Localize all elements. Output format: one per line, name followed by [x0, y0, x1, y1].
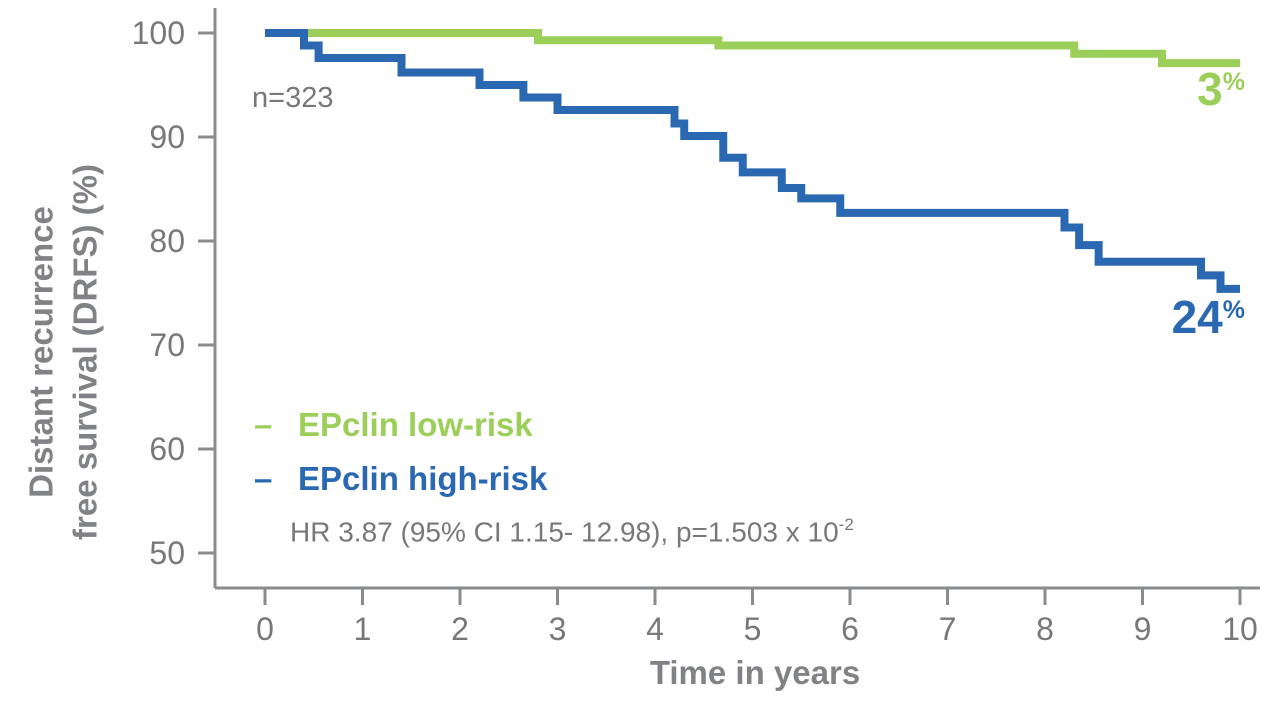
low-risk-endpoint-value: 3	[1197, 63, 1223, 115]
x-tick-label: 2	[451, 611, 469, 647]
x-tick-label: 5	[744, 611, 762, 647]
y-tick-label: 100	[132, 15, 185, 51]
x-tick-label: 9	[1134, 611, 1152, 647]
survival-curve-high-risk	[265, 29, 1240, 293]
survival-curve-low-risk	[265, 29, 1240, 68]
high-risk-line-icon: –	[254, 460, 273, 497]
sample-size-label: n=323	[252, 82, 334, 114]
low-risk-line-icon: –	[254, 406, 273, 443]
legend-label-low-risk: EPclin low-risk	[298, 406, 533, 443]
y-tick-label: 60	[149, 431, 185, 467]
legend-label-high-risk: EPclin high-risk	[298, 460, 548, 497]
legend-item-high-risk: – EPclin high-risk	[254, 460, 547, 498]
hazard-ratio-exponent: -2	[838, 515, 854, 534]
y-tick-label: 50	[149, 535, 185, 571]
y-axis-title: Distant recurrence free survival (DRFS) …	[19, 164, 106, 540]
hazard-ratio-label: HR 3.87 (95% CI 1.15- 12.98), p=1.503 x …	[290, 515, 854, 548]
low-risk-endpoint-unit: %	[1222, 68, 1245, 96]
y-tick-label: 90	[149, 119, 185, 155]
y-axis-title-line2: free survival (DRFS) (%)	[66, 164, 103, 540]
x-tick-label: 1	[354, 611, 372, 647]
x-tick-label: 7	[939, 611, 957, 647]
legend-item-low-risk: – EPclin low-risk	[254, 406, 547, 444]
x-tick-label: 8	[1036, 611, 1054, 647]
hazard-ratio-text: HR 3.87 (95% CI 1.15- 12.98), p=1.503 x …	[290, 516, 839, 548]
low-risk-endpoint-label: 3%	[1040, 66, 1245, 112]
y-tick-label: 70	[149, 327, 185, 363]
x-tick-label: 4	[646, 611, 664, 647]
high-risk-endpoint-unit: %	[1222, 296, 1245, 324]
legend: – EPclin low-risk – EPclin high-risk	[254, 406, 547, 514]
x-axis-title: Time in years	[649, 654, 861, 691]
y-tick-label: 80	[149, 223, 185, 259]
x-tick-label: 10	[1222, 611, 1258, 647]
x-tick-label: 6	[841, 611, 859, 647]
x-tick-label: 3	[549, 611, 567, 647]
high-risk-endpoint-value: 24	[1171, 291, 1223, 343]
x-tick-label: 0	[256, 611, 274, 647]
y-axis-title-line1: Distant recurrence	[22, 206, 60, 498]
high-risk-endpoint-label: 24%	[1020, 294, 1245, 340]
